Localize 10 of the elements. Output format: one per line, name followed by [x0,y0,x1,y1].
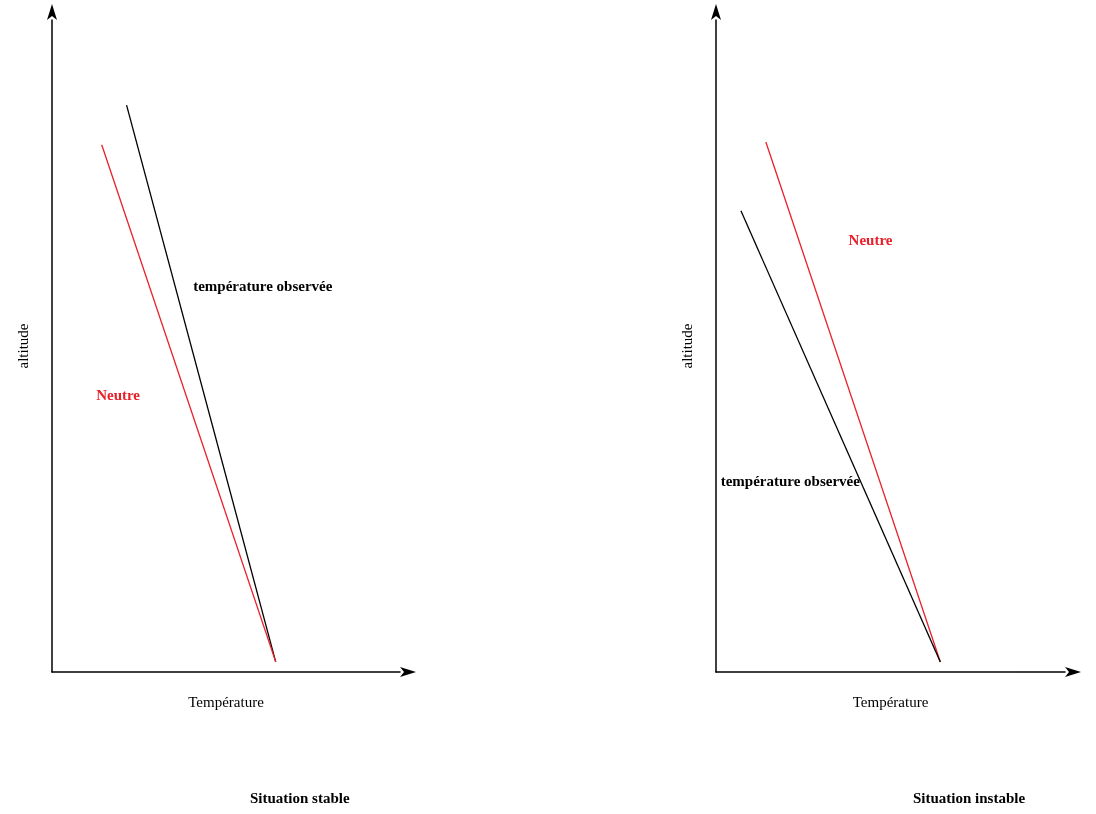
y-axis-title: altitude [678,323,695,369]
series-label: température observée [720,473,861,490]
series-label: température observée [193,278,333,295]
text: Situation stable [250,790,350,806]
x-axis-title: Température [188,693,265,710]
y-axis-title: altitude [14,323,31,369]
text: Neutre [96,387,141,404]
text: Neutre [848,231,893,248]
text: Situation instable [913,790,1026,806]
x-axis-title: Température [852,693,929,710]
